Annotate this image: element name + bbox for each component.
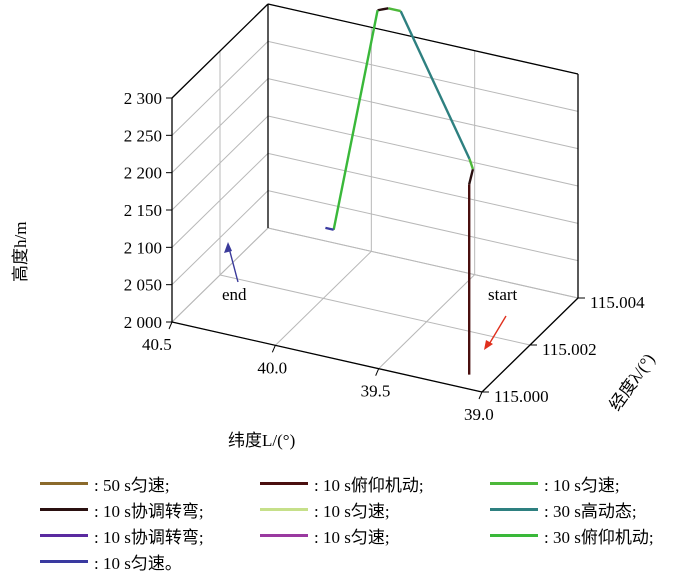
legend-swatch	[40, 533, 88, 537]
legend-swatch	[260, 533, 308, 537]
legend-entry: : 10 s匀速;	[260, 523, 490, 548]
legend: : 50 s匀速;: 10 s俯仰机动;: 10 s匀速;: 10 s协调转弯;…	[40, 470, 700, 574]
annotations: start end	[222, 242, 518, 350]
legend-label: : 30 s高动态;	[544, 501, 637, 521]
z-tick-label: 2 150	[124, 201, 162, 220]
legend-swatch	[260, 507, 308, 511]
legend-entry: : 30 s俯仰机动;	[490, 523, 690, 548]
x-tick-mark	[375, 368, 380, 376]
floor-grid-line	[219, 274, 531, 346]
start-arrowhead	[484, 340, 493, 350]
grid	[171, 3, 579, 393]
legend-swatch	[40, 481, 88, 485]
legend-row: : 10 s协调转弯; : 10 s匀速; : 30 s俯仰机动;	[40, 522, 700, 548]
z-tick-label: 2 000	[124, 313, 162, 332]
legend-label: : 50 s匀速;	[94, 475, 170, 495]
y-axis-title: 经度λ/(°)	[606, 350, 659, 414]
legend-entry: : 10 s协调转弯;	[40, 497, 260, 522]
tick-labels: 2 000 2 050 2 100 2 150 2 200 2 250 2 300 40.5 4…	[11, 89, 659, 450]
end-annotation: end	[222, 285, 247, 304]
legend-label: : 10 s匀速;	[544, 475, 620, 495]
back-wall-grid-line	[267, 115, 579, 187]
legend-row: : 10 s协调转弯; : 10 s匀速; : 30 s高动态;	[40, 496, 700, 522]
z-axis-title: 高度h/m	[11, 222, 30, 282]
back-wall-grid-line	[267, 190, 579, 262]
left-wall-grid-line	[171, 115, 269, 211]
x-axis-title: 纬度L/(°)	[228, 431, 295, 450]
legend-entry: : 10 s协调转弯;	[40, 523, 260, 548]
x-tick-mark	[271, 345, 276, 353]
legend-label: : 10 s匀速;	[314, 501, 390, 521]
legend-swatch	[490, 481, 538, 485]
legend-row: : 50 s匀速; : 10 s俯仰机动; : 10 s匀速;	[40, 470, 700, 496]
z-tick-label: 2 050	[124, 276, 162, 295]
legend-swatch	[490, 533, 538, 537]
legend-entry: : 10 s俯仰机动;	[260, 471, 490, 496]
end-arrow	[228, 247, 239, 283]
z-tick-label: 2 250	[124, 126, 162, 145]
y-tick-label: 115.000	[494, 387, 549, 406]
legend-label: : 10 s协调转弯;	[94, 501, 204, 521]
legend-label: : 30 s俯仰机动;	[544, 527, 654, 547]
trajectory	[325, 7, 475, 375]
trajectory-segment	[468, 158, 475, 170]
y-tick-label: 115.004	[590, 293, 645, 312]
legend-entry: : 10 s匀速;	[490, 471, 690, 496]
left-wall-grid-line	[171, 40, 269, 136]
start-arrow	[487, 315, 507, 347]
trajectory-segment	[332, 10, 379, 230]
trajectory-segment	[325, 226, 334, 231]
legend-swatch	[260, 481, 308, 485]
z-tick-label: 2 100	[124, 238, 162, 257]
left-wall-grid-line	[171, 227, 269, 323]
x-tick-label: 40.5	[142, 335, 172, 354]
legend-swatch	[40, 559, 88, 563]
legend-swatch	[490, 507, 538, 511]
left-wall-grid-line	[171, 152, 269, 248]
x-tick-mark	[478, 391, 483, 400]
x-tick-label: 40.0	[257, 358, 287, 377]
y-tick-label: 115.002	[542, 340, 597, 359]
legend-row: : 10 s匀速。	[40, 548, 700, 574]
legend-entry: : 50 s匀速;	[40, 471, 260, 496]
trajectory-segment	[468, 168, 475, 185]
axis-box-edge	[171, 321, 483, 393]
left-wall-grid-line	[171, 78, 269, 174]
trajectory-segment	[399, 10, 471, 160]
back-wall-grid-line	[267, 78, 579, 150]
z-tick-label: 2 300	[124, 89, 162, 108]
back-wall-grid-line	[267, 40, 579, 112]
trajectory-segment	[388, 7, 401, 13]
x-tick-label: 39.0	[464, 405, 494, 424]
back-wall-grid-line	[267, 227, 579, 299]
legend-label: : 10 s协调转弯;	[94, 527, 204, 547]
z-tick-label: 2 200	[124, 164, 162, 183]
x-tick-label: 39.5	[361, 382, 391, 401]
axis-box-edge	[267, 3, 579, 75]
legend-swatch	[40, 507, 88, 511]
end-arrowhead	[224, 242, 232, 253]
start-annotation: start	[488, 285, 518, 304]
axes	[166, 3, 585, 400]
legend-entry: : 10 s匀速;	[260, 497, 490, 522]
x-tick-mark	[168, 321, 173, 330]
legend-label: : 10 s匀速;	[314, 527, 390, 547]
trajectory-segment	[377, 7, 389, 12]
legend-label: : 10 s匀速。	[94, 553, 182, 573]
axis-box-edge	[171, 3, 269, 99]
left-wall-grid-line	[171, 190, 269, 286]
back-wall-grid-line	[267, 152, 579, 224]
legend-label: : 10 s俯仰机动;	[314, 475, 424, 495]
legend-entry: : 10 s匀速。	[40, 549, 260, 574]
legend-entry: : 30 s高动态;	[490, 497, 690, 522]
